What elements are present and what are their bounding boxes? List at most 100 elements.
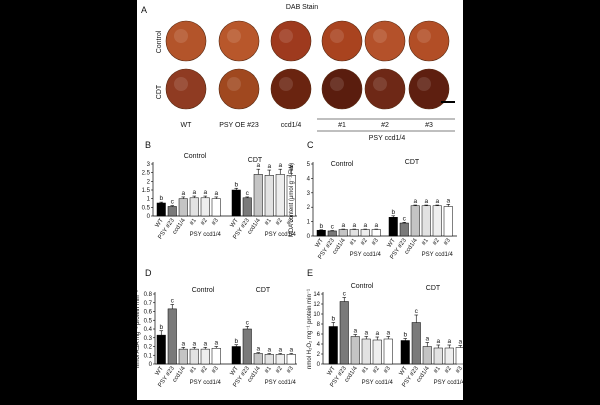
significance-letter: b bbox=[234, 338, 238, 345]
disc-highlight bbox=[417, 29, 431, 43]
disc-highlight bbox=[373, 77, 387, 91]
panel-letter-d: D bbox=[145, 268, 152, 278]
y-tick-label: 3 bbox=[307, 191, 311, 197]
disc-highlight bbox=[279, 29, 293, 43]
x-tick-label: WT bbox=[230, 217, 240, 228]
bar-cdt-2 bbox=[242, 328, 252, 365]
leaf-disc-grid bbox=[165, 20, 450, 110]
x-tick-label: #3 bbox=[211, 365, 220, 374]
bar-control-2 bbox=[167, 308, 177, 365]
significance-letter: a bbox=[363, 222, 367, 229]
disc-highlight bbox=[417, 77, 431, 91]
bar-cdt-5 bbox=[444, 347, 454, 365]
bar-chart-panels: B00.511.522.53H₂O₂ μmol g⁻¹ FWControlbWT… bbox=[131, 140, 466, 388]
bar-cdt-1 bbox=[231, 346, 241, 365]
col-label-wt: WT bbox=[181, 122, 193, 129]
bar-control-5 bbox=[200, 197, 210, 217]
leaf-disc-cdt-6 bbox=[408, 68, 450, 110]
significance-letter: a bbox=[458, 339, 462, 346]
col-label-3: #3 bbox=[425, 122, 433, 129]
row-label-control: Control bbox=[156, 30, 163, 53]
x-tick-label: WT bbox=[155, 365, 165, 376]
figure: A DAB Stain Control CDT WT PSY OE #23 cc… bbox=[131, 0, 466, 400]
row-label-cdt: CDT bbox=[156, 84, 163, 99]
group-label-psy-ccd14: PSY ccd1/4 bbox=[369, 135, 406, 142]
bar-cdt-1 bbox=[400, 340, 410, 365]
bar-control-3 bbox=[178, 198, 188, 217]
significance-letter: a bbox=[214, 190, 218, 197]
bar-control-6 bbox=[211, 348, 221, 365]
significance-letter: a bbox=[203, 340, 207, 347]
significance-letter: a bbox=[341, 222, 345, 229]
significance-letter: a bbox=[364, 330, 368, 337]
bar-control-2 bbox=[327, 230, 337, 237]
y-tick-label: 2 bbox=[307, 205, 311, 211]
col-label-1: #1 bbox=[338, 122, 346, 129]
group-label-psy-ccd14: PSY ccd1/4 bbox=[265, 232, 297, 238]
group-title-control: Control bbox=[351, 283, 374, 290]
y-tick-label: 0.5 bbox=[142, 205, 151, 211]
y-tick-label: 8 bbox=[317, 322, 321, 328]
x-tick-label: WT bbox=[230, 365, 240, 376]
x-tick-label: #2 bbox=[372, 365, 381, 374]
group-title-cdt: CDT bbox=[426, 285, 441, 292]
significance-letter: a bbox=[181, 340, 185, 347]
y-tick-label: 2 bbox=[317, 352, 321, 358]
y-tick-label: 0.1 bbox=[144, 353, 153, 359]
y-tick-label: 0 bbox=[147, 214, 151, 220]
significance-letter: b bbox=[391, 209, 395, 216]
x-tick-label: WT bbox=[387, 237, 397, 248]
significance-letter: a bbox=[278, 162, 282, 169]
group-label-psy-ccd14: PSY ccd1/4 bbox=[190, 380, 222, 386]
leaf-disc-cdt-1 bbox=[165, 68, 207, 110]
disc-highlight bbox=[330, 77, 344, 91]
bar-cdt-2 bbox=[242, 197, 252, 217]
bar-control-1 bbox=[316, 229, 326, 237]
x-tick-label: #3 bbox=[211, 217, 220, 226]
leaf-disc-control-4 bbox=[321, 20, 363, 62]
bar-cdt-6 bbox=[455, 347, 465, 365]
x-tick-label: #3 bbox=[443, 237, 452, 246]
panel-c: C 0 1 2 3 4 5 MDA content (μmol g⁻¹ FW) Control b… bbox=[289, 140, 457, 260]
y-tick-label: 5 bbox=[307, 162, 311, 168]
group-label-psy-ccd14: PSY ccd1/4 bbox=[350, 252, 382, 258]
leaf-disc-control-2 bbox=[218, 20, 260, 62]
group-title-control: Control bbox=[192, 287, 215, 294]
bar-cdt-4 bbox=[433, 347, 443, 365]
significance-letter: a bbox=[353, 328, 357, 335]
significance-letter: a bbox=[413, 198, 417, 205]
panel-a: A DAB Stain Control CDT WT PSY OE #23 cc… bbox=[141, 4, 455, 142]
significance-letter: c bbox=[246, 190, 250, 197]
bar-cdt-5 bbox=[432, 205, 442, 237]
y-tick-label: 4 bbox=[317, 342, 321, 348]
x-tick-label: #1 bbox=[264, 217, 273, 226]
significance-letter: a bbox=[289, 163, 293, 170]
y-axis-label: MDA content (μmol g⁻¹ FW) bbox=[289, 163, 295, 237]
group-label-psy-ccd14: PSY ccd1/4 bbox=[434, 380, 463, 386]
x-tick-label: WT bbox=[327, 365, 337, 376]
significance-letter: b bbox=[403, 332, 407, 339]
col-label-2: #2 bbox=[381, 122, 389, 129]
significance-letter: a bbox=[424, 198, 428, 205]
bar-control-6 bbox=[371, 229, 381, 237]
significance-letter: a bbox=[447, 338, 451, 345]
significance-letter: c bbox=[343, 291, 347, 298]
bar-control-4 bbox=[189, 348, 199, 365]
significance-letter: a bbox=[278, 347, 282, 354]
group-title-control: Control bbox=[184, 153, 207, 160]
col-label-psy-oe: PSY OE #23 bbox=[219, 122, 259, 129]
y-tick-label: 0.6 bbox=[144, 310, 153, 316]
col-label-ccd14: ccd1/4 bbox=[281, 122, 302, 129]
y-tick-label: 0 bbox=[317, 362, 321, 368]
x-tick-label: #2 bbox=[200, 217, 209, 226]
disc-highlight bbox=[227, 77, 241, 91]
significance-letter: a bbox=[386, 330, 390, 337]
y-tick-label: 12 bbox=[313, 302, 320, 308]
bar-control-5 bbox=[200, 348, 210, 365]
leaf-disc-cdt-2 bbox=[218, 68, 260, 110]
bar-control-1 bbox=[328, 326, 338, 365]
x-tick-label: #3 bbox=[286, 365, 295, 374]
significance-letter: a bbox=[181, 190, 185, 197]
bar-cdt-3 bbox=[253, 174, 263, 217]
